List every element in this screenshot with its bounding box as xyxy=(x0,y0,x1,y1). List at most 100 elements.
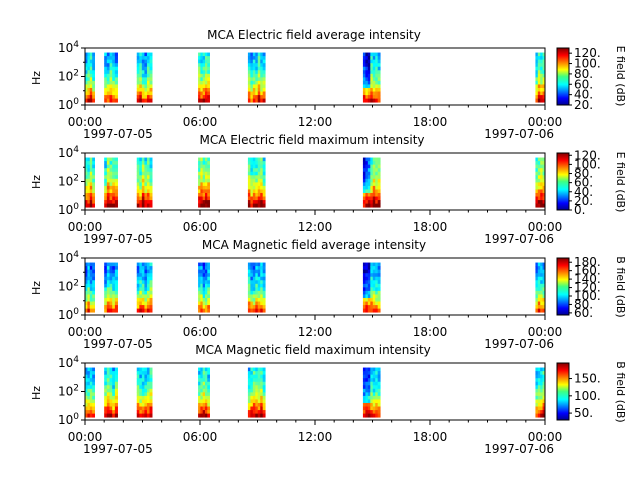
heatmap-cell xyxy=(260,402,264,407)
heatmap-cell xyxy=(202,203,206,208)
heatmap-cell xyxy=(255,77,259,82)
heatmap-cell xyxy=(542,294,546,299)
spectrogram-segment xyxy=(104,157,118,208)
heatmap-cell xyxy=(109,388,113,393)
heatmap-cell xyxy=(104,164,108,169)
x-tick-label: 00:00 xyxy=(68,115,103,129)
heatmap-cell xyxy=(537,381,541,386)
heatmap-cell xyxy=(537,301,541,306)
heatmap-cell xyxy=(367,200,371,205)
heatmap-cell xyxy=(542,308,546,313)
heatmap-cell xyxy=(85,273,88,278)
heatmap-cell xyxy=(200,84,204,89)
heatmap-cell xyxy=(262,283,266,288)
heatmap-cell xyxy=(262,196,266,201)
colorbar-label: B field (dB) xyxy=(614,361,627,422)
heatmap-cell xyxy=(204,367,208,372)
panel-e-field-average: MCA Electric field average intensity Hz … xyxy=(30,28,627,141)
heatmap-cell xyxy=(247,161,251,166)
heatmap-cell xyxy=(139,56,143,61)
heatmap-cell xyxy=(144,280,148,285)
heatmap-cell xyxy=(535,276,539,281)
heatmap-cell xyxy=(85,63,88,68)
x-tick-label: 00:00 xyxy=(528,220,563,234)
heatmap-cell xyxy=(370,98,374,103)
heatmap-cell xyxy=(85,381,88,386)
heatmap-cell xyxy=(112,84,116,89)
heatmap-cell xyxy=(139,374,143,379)
heatmap-cell xyxy=(136,203,140,208)
heatmap-cell xyxy=(139,73,143,78)
heatmap-cell xyxy=(204,410,208,415)
heatmap-cell xyxy=(114,182,118,187)
heatmap-cell xyxy=(204,276,208,281)
heatmap-cell xyxy=(85,280,88,285)
heatmap-cell xyxy=(255,262,259,267)
heatmap-cell xyxy=(372,175,376,180)
heatmap-cell xyxy=(149,91,153,96)
heatmap-cell xyxy=(89,161,93,166)
heatmap-cell xyxy=(87,283,91,288)
heatmap-cell xyxy=(144,395,148,400)
heatmap-cell xyxy=(250,59,254,64)
heatmap-cell xyxy=(537,287,541,292)
heatmap-cell xyxy=(260,410,264,415)
heatmap-cell xyxy=(136,378,140,383)
heatmap-cell xyxy=(141,308,145,313)
heatmap-cell xyxy=(89,87,93,92)
heatmap-cell xyxy=(114,91,118,96)
heatmap-cell xyxy=(136,371,140,376)
heatmap-cell xyxy=(202,402,206,407)
heatmap-cell xyxy=(114,203,118,208)
heatmap-cell xyxy=(542,66,546,71)
heatmap-cell xyxy=(260,203,264,208)
heatmap-cell xyxy=(367,66,371,71)
heatmap-cell xyxy=(87,168,91,173)
heatmap-cell xyxy=(255,301,259,306)
heatmap-cell xyxy=(202,98,206,103)
heatmap-cell xyxy=(104,290,108,295)
heatmap-cell xyxy=(260,98,264,103)
heatmap-cell xyxy=(250,98,254,103)
heatmap-cell xyxy=(200,410,204,415)
heatmap-cell xyxy=(370,378,374,383)
heatmap-cell xyxy=(365,273,369,278)
heatmap-cell xyxy=(149,182,153,187)
heatmap-cell xyxy=(370,185,374,190)
heatmap-cell xyxy=(250,200,254,205)
heatmap-cell xyxy=(136,161,140,166)
heatmap-cell xyxy=(542,196,546,201)
heatmap-cell xyxy=(202,301,206,306)
heatmap-cell xyxy=(144,182,148,187)
heatmap-cell xyxy=(87,182,91,187)
spectrogram-segment xyxy=(362,367,381,418)
heatmap-cell xyxy=(262,287,266,292)
heatmap-cell xyxy=(200,161,204,166)
heatmap-cell xyxy=(207,276,210,281)
heatmap-cell xyxy=(377,98,381,103)
heatmap-cell xyxy=(198,178,201,183)
heatmap-cell xyxy=(200,98,204,103)
heatmap-cell xyxy=(362,157,366,162)
heatmap-cell xyxy=(540,164,544,169)
heatmap-cell xyxy=(198,287,201,292)
x-tick-label: 00:00 xyxy=(528,325,563,339)
heatmap-cell xyxy=(250,161,254,166)
heatmap-cell xyxy=(365,70,369,75)
heatmap-cell xyxy=(87,381,91,386)
heatmap-cell xyxy=(537,196,541,201)
heatmap-cell xyxy=(535,56,539,61)
heatmap-cell xyxy=(109,374,113,379)
heatmap-cell xyxy=(540,52,544,57)
heatmap-cell xyxy=(257,287,261,292)
heatmap-cell xyxy=(85,395,88,400)
heatmap-cell xyxy=(106,59,110,64)
heatmap-cell xyxy=(247,287,251,292)
heatmap-cell xyxy=(250,305,254,310)
heatmap-cell xyxy=(375,157,379,162)
heatmap-cell xyxy=(139,392,143,397)
heatmap-cell xyxy=(540,410,544,415)
heatmap-cell xyxy=(250,66,254,71)
heatmap-cell xyxy=(260,87,264,92)
heatmap-cell xyxy=(149,283,153,288)
